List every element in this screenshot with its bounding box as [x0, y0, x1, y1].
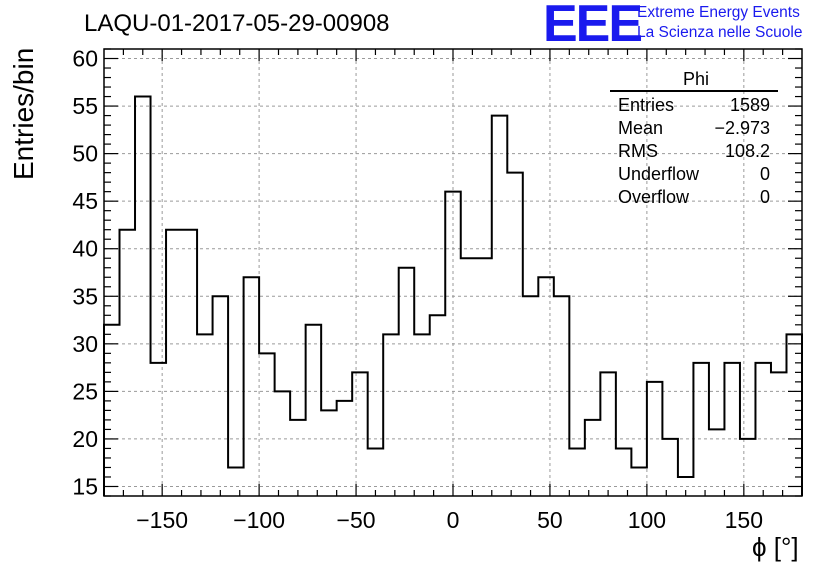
- stats-row-underflow: Underflow 0: [610, 163, 778, 186]
- stats-row-rms: RMS 108.2: [610, 140, 778, 163]
- stats-label: Mean: [618, 118, 664, 138]
- histogram-bin: [523, 296, 539, 496]
- x-tick-label: 50: [537, 507, 563, 533]
- histogram-bin: [306, 325, 322, 496]
- histogram-bin: [120, 230, 136, 496]
- histogram-bin: [151, 363, 167, 496]
- histogram-bin: [259, 353, 275, 496]
- histogram-bin: [166, 230, 182, 496]
- logo-line-2: La Scienza nelle Scuole: [637, 24, 803, 41]
- stats-divider: [610, 90, 778, 92]
- x-tick-label: 100: [628, 507, 666, 533]
- stats-value: 108.2: [724, 141, 770, 161]
- y-tick-label: 15: [72, 473, 98, 499]
- stats-label: Overflow: [618, 187, 690, 207]
- stats-row-entries: Entries 1589: [610, 94, 778, 117]
- logo-line-1: Extreme Energy Events: [637, 4, 800, 21]
- stats-value: 0: [759, 164, 770, 184]
- y-tick-label: 30: [72, 331, 98, 357]
- histogram-bin: [476, 258, 492, 496]
- histogram-bin: [538, 277, 554, 496]
- histogram-bin: [197, 334, 213, 496]
- tick-labels: −150 −100 −50 0 50 100 150 15 20 25 30 35 40 45 50 55 60: [72, 46, 763, 533]
- histogram-bin: [631, 467, 647, 496]
- histogram-bin: [182, 230, 198, 496]
- histogram-bin: [616, 448, 632, 496]
- histogram-bin: [461, 258, 477, 496]
- histogram-bin: [724, 363, 740, 496]
- histogram-bin: [383, 334, 399, 496]
- stats-label: Underflow: [618, 164, 700, 184]
- x-tick-label: 150: [725, 507, 763, 533]
- chart-title: LAQU-01-2017-05-29-00908: [84, 10, 390, 37]
- stats-title: Phi: [682, 69, 709, 89]
- y-tick-label: 35: [72, 283, 98, 309]
- histogram-bin: [290, 420, 306, 496]
- axes: [103, 48, 803, 497]
- histogram-bin: [213, 296, 229, 496]
- y-tick-label: 45: [72, 188, 98, 214]
- stats-label: RMS: [618, 141, 658, 161]
- y-tick-label: 25: [72, 378, 98, 404]
- stats-row-mean: Mean −2.973: [610, 117, 778, 140]
- y-tick-label: 60: [72, 46, 98, 72]
- y-tick-label: 50: [72, 141, 98, 167]
- x-tick-label: −50: [337, 507, 376, 533]
- stats-value: −2.973: [714, 118, 770, 138]
- histogram-bin: [554, 296, 570, 496]
- histogram-bin: [585, 420, 601, 496]
- y-tick-label: 20: [72, 426, 98, 452]
- histogram-bin: [414, 334, 430, 496]
- y-tick-label: 55: [72, 93, 98, 119]
- histogram-bin: [740, 439, 756, 496]
- histogram-bin: [352, 372, 368, 496]
- histogram-bin: [368, 448, 384, 496]
- stats-label: Entries: [618, 95, 675, 115]
- stats-row-overflow: Overflow 0: [610, 186, 778, 209]
- histogram-outline: [103, 95, 803, 496]
- histogram-bin: [399, 268, 415, 496]
- histogram-bin: [244, 277, 260, 496]
- stats-box: Phi Entries 1589 Mean −2.973 RMS 108.2 U…: [610, 68, 778, 209]
- x-axis-label: ϕ [°]: [752, 532, 799, 562]
- x-tick-label: −150: [136, 507, 188, 533]
- y-axis-label: Entries/bin: [8, 47, 39, 180]
- histogram-bin: [569, 448, 585, 496]
- x-tick-label: −100: [233, 507, 285, 533]
- eee-logo: EEE: [543, 0, 643, 53]
- y-tick-label: 40: [72, 236, 98, 262]
- histogram-bin: [321, 410, 337, 496]
- histogram-bars: [103, 95, 803, 496]
- histogram-bin: [228, 467, 244, 496]
- histogram-bin: [337, 401, 353, 496]
- histogram-bin: [755, 363, 771, 496]
- stats-value: 0: [759, 187, 770, 207]
- histogram-bin: [693, 363, 709, 496]
- histogram-bin: [275, 391, 291, 496]
- histogram-bin: [662, 439, 678, 496]
- x-tick-label: 0: [447, 507, 460, 533]
- histogram-bin: [647, 382, 663, 496]
- stats-value: 1589: [729, 95, 770, 115]
- histogram-bin: [786, 334, 802, 496]
- histogram-bin: [507, 173, 523, 496]
- histogram-bin: [430, 315, 446, 496]
